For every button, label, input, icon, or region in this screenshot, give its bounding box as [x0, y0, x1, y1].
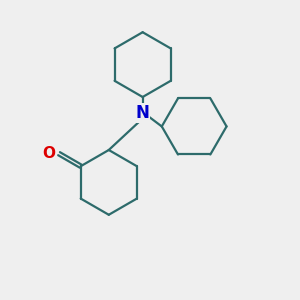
Text: O: O — [43, 146, 56, 161]
Text: N: N — [136, 104, 150, 122]
